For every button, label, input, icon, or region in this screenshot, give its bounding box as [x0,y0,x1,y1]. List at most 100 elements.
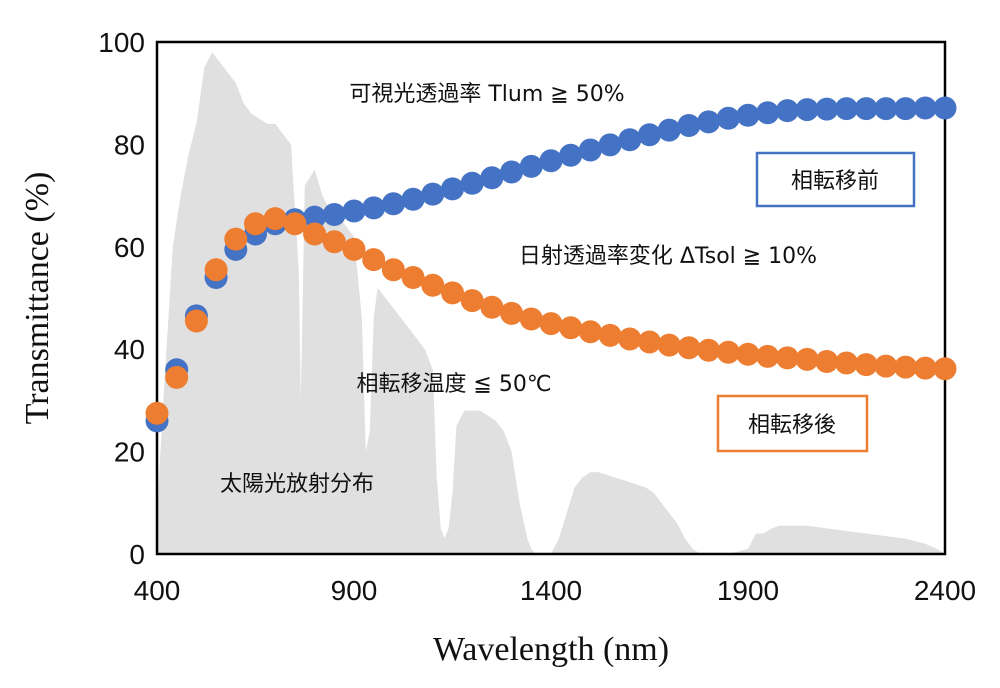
after-point [913,356,937,380]
after-point [716,340,740,364]
after-point [460,289,484,313]
before-point [500,160,524,184]
after-point [342,237,366,261]
annotation-transition-temp: 相転移温度 ≦ 50℃ [356,372,551,397]
before-point [854,97,878,121]
series-layer [145,96,957,433]
before-point [775,99,799,123]
after-point [283,212,307,236]
y-tick-label: 80 [114,129,145,160]
before-point [519,154,543,178]
plot-area-frame [155,40,947,556]
before-point [322,203,346,226]
before-point [894,97,918,121]
after-point [854,353,878,377]
x-tick-label: 2400 [914,575,976,606]
before-point [401,187,425,211]
after-point [362,248,386,272]
series-after [145,207,957,425]
before-point [342,199,366,223]
legend-before-label: 相転移前 [791,169,879,194]
after-point [775,346,799,370]
after-point [263,207,287,231]
before-point [559,143,583,167]
after-point [204,258,228,282]
x-tick-label: 1400 [520,575,582,606]
after-point [835,351,858,375]
y-tick-label: 40 [114,334,145,365]
after-point [184,309,208,333]
before-point [480,166,504,190]
after-point [874,354,898,378]
before-point [539,149,563,173]
after-point [421,273,445,297]
after-point [815,350,839,373]
y-tick-labels: 0 20 40 60 80 100 [98,27,145,570]
y-tick-label: 60 [114,232,145,263]
before-point [598,133,622,157]
before-point [381,192,405,216]
after-point [559,316,583,340]
after-point [401,266,425,289]
y-tick-label: 100 [98,27,145,58]
before-point [697,110,721,134]
after-point [519,307,543,331]
after-point [539,312,563,336]
after-point [145,401,169,425]
before-point [618,128,642,152]
before-point [638,123,661,147]
before-point [657,118,681,142]
after-point [303,222,327,246]
after-point [894,355,918,379]
legend-after: 相転移後 [716,394,869,453]
before-point [736,103,760,127]
after-point [638,330,661,354]
after-point [381,258,405,282]
legend-after-label: 相転移後 [748,413,836,438]
solar-spectrum-area-layer [157,52,945,554]
after-point [618,327,642,351]
before-point [933,96,957,120]
before-point [578,138,602,162]
before-point [835,97,858,121]
before-point [756,101,780,125]
before-point [460,171,484,195]
annotation-tlum: 可視光透過率 Tlum ≧ 50% [349,82,624,107]
after-point [165,365,189,389]
before-point [303,205,327,229]
x-tick-labels: 400 900 1400 1900 2400 [134,575,977,606]
after-point [500,301,524,325]
after-point [795,347,819,371]
after-point [677,336,701,360]
legend-before-box [755,151,916,208]
x-tick-label: 900 [331,575,378,606]
before-point [874,97,898,121]
after-point [598,323,622,347]
before-point [913,96,937,120]
before-point [362,196,386,220]
y-tick-label: 0 [129,539,145,570]
before-point [677,114,701,137]
before-point [815,97,839,121]
after-point [736,342,760,366]
before-point [421,182,445,206]
x-axis-title: Wavelength (nm) [433,631,669,668]
y-axis-title: Transmittance (%) [19,172,56,425]
solar-spectrum-area [157,52,945,554]
before-point [795,98,819,122]
after-point [322,230,346,254]
y-tick-label: 20 [114,437,145,468]
after-point [244,212,267,236]
x-tick-label: 400 [134,575,181,606]
after-point [657,333,681,357]
legend-before: 相転移前 [755,151,916,208]
legend-after-box [716,394,869,453]
after-point [697,338,721,362]
after-point [224,227,248,251]
annotation-solar-spectrum: 太陽光放射分布 [220,472,374,497]
before-point [441,177,464,201]
after-point [441,281,464,305]
x-tick-label: 1900 [717,575,779,606]
after-point [480,295,504,319]
